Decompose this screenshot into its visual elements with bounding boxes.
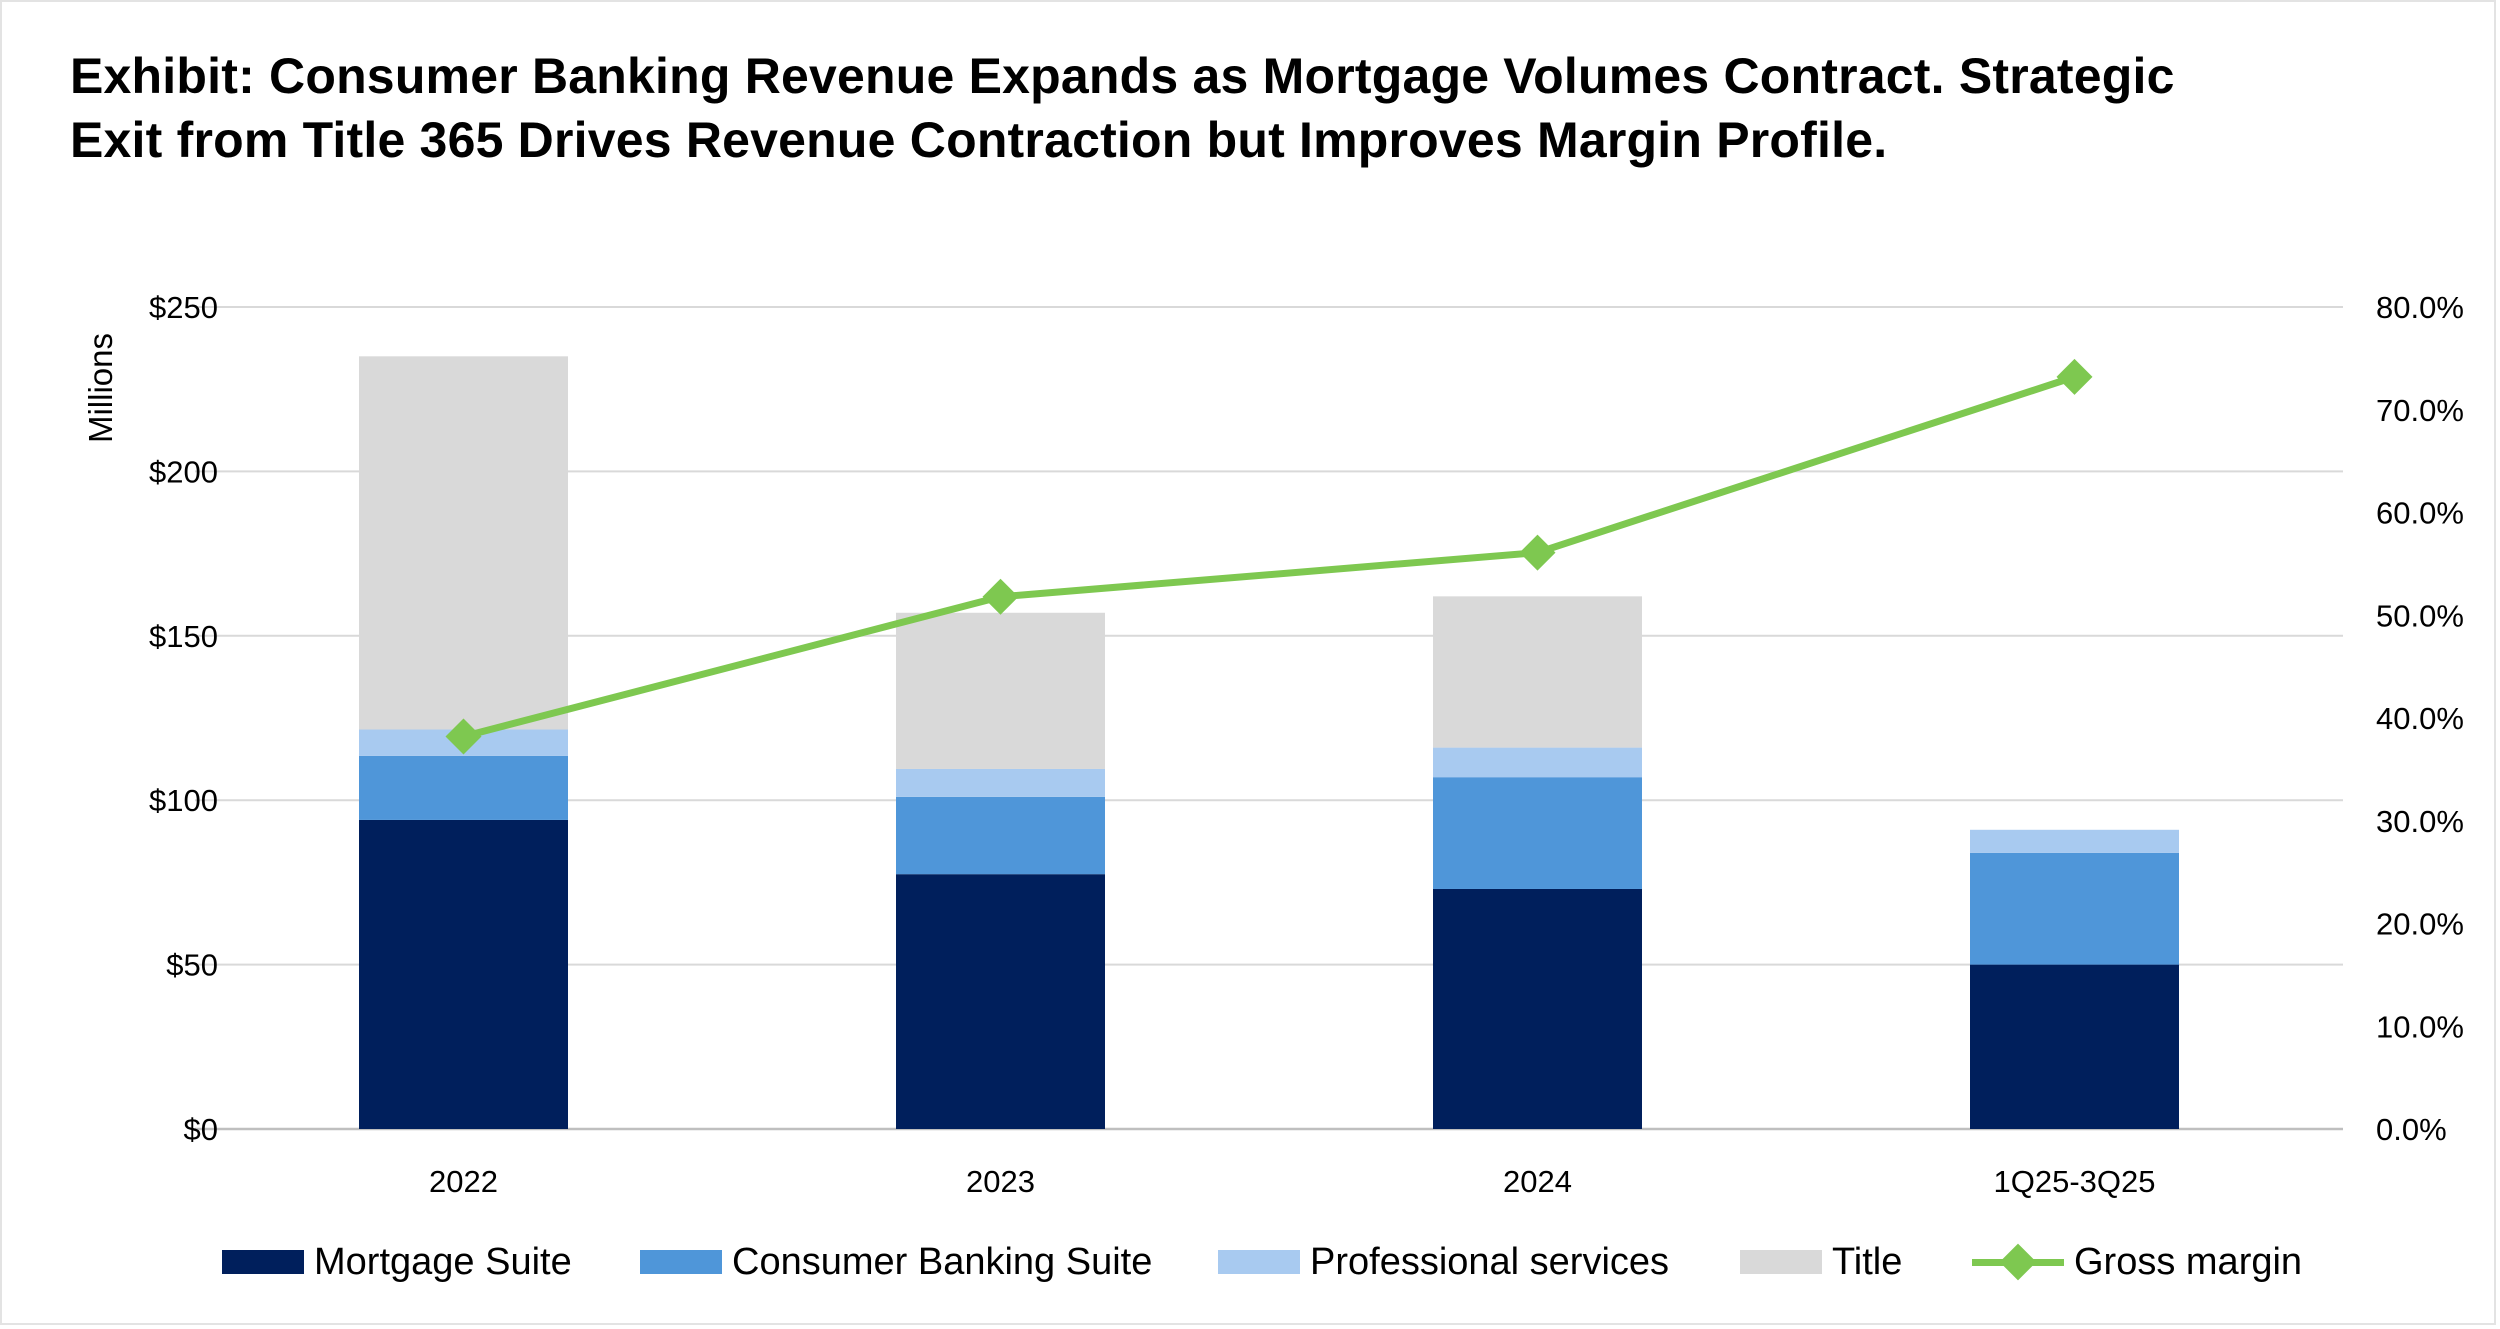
bar-mortgage-suite	[359, 819, 568, 1129]
x-tick-label: 2022	[429, 1164, 498, 1199]
bar-title	[896, 612, 1105, 769]
left-axis-ticks: $0 $50 $100 $150 $200 $250	[149, 290, 218, 1147]
y-tick-label: $0	[184, 1112, 218, 1147]
y-axis-label: Millions	[82, 333, 119, 443]
y2-tick-label: 70.0%	[2376, 393, 2464, 428]
y-tick-label: $100	[149, 783, 218, 818]
category-axis-ticks: 2022 2023 2024 1Q25-3Q25	[429, 1164, 2155, 1199]
gross-margin-polyline	[462, 373, 2076, 740]
bar-mortgage-suite	[1433, 888, 1642, 1129]
bar-mortgage-suite	[1970, 964, 2179, 1129]
y2-tick-label: 20.0%	[2376, 907, 2464, 942]
legend-swatch	[1972, 1242, 2064, 1282]
x-tick-label: 2023	[966, 1164, 1035, 1199]
bar-mortgage-suite	[896, 874, 1105, 1129]
chart-title-line-2: Exit from Title 365 Drives Revenue Contr…	[70, 112, 1888, 168]
gross-margin-marker	[2056, 358, 2093, 395]
legend-swatch	[222, 1250, 304, 1274]
gross-margin-line	[445, 358, 2093, 755]
bar-consumer-banking-suite	[359, 755, 568, 820]
y2-tick-label: 10.0%	[2376, 1009, 2464, 1044]
legend-label: Mortgage Suite	[314, 1240, 572, 1283]
legend-swatch	[640, 1250, 722, 1274]
y2-tick-label: 40.0%	[2376, 701, 2464, 736]
legend-swatch	[1218, 1250, 1300, 1274]
bar-professional-services	[1970, 829, 2179, 853]
legend-item-consumer-banking-suite: Consumer Banking Suite	[640, 1232, 1152, 1292]
chart-title-line-1: Exhibit: Consumer Banking Revenue Expand…	[70, 48, 2175, 104]
x-tick-label: 2024	[1503, 1164, 1572, 1199]
bar-professional-services	[1433, 747, 1642, 778]
y2-tick-label: 30.0%	[2376, 804, 2464, 839]
legend-label: Title	[1832, 1240, 1903, 1283]
bar-professional-services	[896, 768, 1105, 797]
y2-tick-label: 60.0%	[2376, 496, 2464, 531]
legend-item-title: Title	[1740, 1232, 1902, 1292]
right-axis-ticks: 0.0% 10.0% 20.0% 30.0% 40.0% 50.0% 60.0% 70.0% 8…	[2376, 290, 2464, 1147]
chart-plot: $0 $50 $100 $150 $200 $250 0.0% 10.0% 20.0% 30.0…	[82, 290, 2464, 1199]
bar-consumer-banking-suite	[1433, 777, 1642, 889]
legend-label: Professional services	[1310, 1240, 1670, 1283]
gross-margin-marker	[445, 718, 482, 755]
legend-swatch	[1740, 1250, 1822, 1274]
y2-tick-label: 50.0%	[2376, 598, 2464, 633]
legend: Mortgage Suite Consumer Banking Suite Prof…	[0, 1232, 2500, 1292]
gross-margin-marker	[982, 578, 1019, 615]
bar-title	[359, 356, 568, 730]
gross-margin-marker	[1519, 534, 1556, 571]
y-tick-label: $200	[149, 454, 218, 489]
x-tick-label: 1Q25-3Q25	[1994, 1164, 2156, 1199]
y-tick-label: $250	[149, 290, 218, 325]
legend-label: Consumer Banking Suite	[732, 1240, 1153, 1283]
legend-item-professional-services: Professional services	[1218, 1232, 1669, 1292]
bar-consumer-banking-suite	[1970, 852, 2179, 965]
legend-item-gross-margin: Gross margin	[1972, 1232, 2302, 1292]
bar-series	[359, 356, 2179, 1129]
y-tick-label: $50	[166, 948, 218, 983]
legend-label: Gross margin	[2074, 1240, 2303, 1283]
chart-title: Exhibit: Consumer Banking Revenue Expand…	[70, 44, 2470, 172]
y2-tick-label: 80.0%	[2376, 290, 2464, 325]
bar-consumer-banking-suite	[896, 796, 1105, 875]
bar-title	[1433, 596, 1642, 748]
y2-tick-label: 0.0%	[2376, 1112, 2447, 1147]
y-tick-label: $150	[149, 619, 218, 654]
legend-item-mortgage-suite: Mortgage Suite	[222, 1232, 572, 1292]
